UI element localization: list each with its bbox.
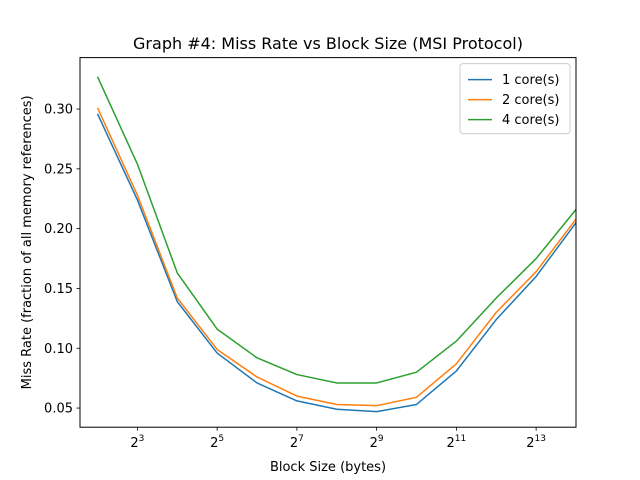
legend-label-1: 1 core(s): [502, 73, 559, 88]
legend-label-3: 4 core(s): [502, 113, 559, 128]
plot-area: [96, 76, 577, 413]
y-axis-label: Miss Rate (fraction of all memory refere…: [20, 95, 35, 389]
x-tick-base: 2: [447, 436, 455, 451]
x-tick-label: 23: [130, 434, 144, 451]
x-tick-base: 2: [370, 436, 378, 451]
y-axis: 0.05 0.10 0.15 0.20 0.25 0.30: [44, 103, 80, 417]
y-tick-label: 0.10: [44, 342, 73, 357]
series-line-3: [96, 76, 577, 384]
plot-frame: [79, 57, 577, 428]
series-line-1: [96, 113, 577, 413]
y-tick-label: 0.25: [44, 162, 73, 177]
x-tick-label: 25: [210, 434, 224, 451]
x-tick-exponent: 9: [378, 434, 384, 444]
x-axis: 23 25 27 29 211 213: [130, 427, 546, 451]
y-tick-label: 0.20: [44, 222, 73, 237]
x-tick-base: 2: [210, 436, 218, 451]
y-tick-label: 0.30: [44, 103, 73, 118]
x-tick-exponent: 3: [139, 434, 145, 444]
x-tick-exponent: 11: [455, 434, 466, 444]
x-tick-label: 29: [370, 434, 384, 451]
x-tick-base: 2: [130, 436, 138, 451]
x-tick-exponent: 7: [298, 434, 304, 444]
x-tick-label: 27: [290, 434, 304, 451]
chart-title: Graph #4: Miss Rate vs Block Size (MSI P…: [133, 34, 523, 53]
legend-box: [459, 63, 571, 135]
x-tick-base: 2: [290, 436, 298, 451]
x-axis-label: Block Size (bytes): [270, 460, 386, 475]
x-tick-exponent: 13: [535, 434, 546, 444]
series-line-2: [96, 107, 577, 407]
x-tick-exponent: 5: [218, 434, 224, 444]
y-tick-label: 0.15: [44, 282, 73, 297]
y-tick-label: 0.05: [44, 402, 73, 417]
legend-label-2: 2 core(s): [502, 93, 559, 108]
x-tick-base: 2: [526, 436, 534, 451]
legend: 1 core(s) 2 core(s) 4 core(s): [459, 63, 571, 135]
x-tick-label: 211: [447, 434, 467, 451]
x-tick-label: 213: [526, 434, 546, 451]
